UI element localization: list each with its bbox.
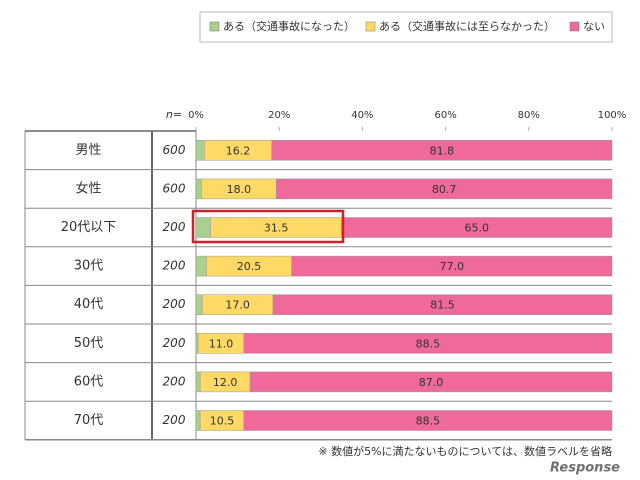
legend-swatch <box>209 21 220 32</box>
bar-segment <box>276 178 613 200</box>
bar-segment <box>195 255 207 277</box>
bar-segment <box>195 178 202 200</box>
bar-segment <box>243 333 613 354</box>
value-label: 65.0 <box>465 222 490 235</box>
value-label: 11.0 <box>209 337 234 350</box>
watermark: Response <box>550 461 620 476</box>
bar-segment <box>249 371 613 393</box>
n-value: 200 <box>163 259 186 273</box>
x-tick-label: 60% <box>434 110 456 121</box>
value-label: 31.5 <box>264 222 289 235</box>
value-label: 81.5 <box>430 299 455 312</box>
n-value: 200 <box>163 297 186 311</box>
x-tick-label: 80% <box>518 110 540 121</box>
n-value: 200 <box>163 336 186 350</box>
legend-label: ない <box>583 20 605 33</box>
bar-segment <box>195 217 211 238</box>
x-tick-label: 100% <box>598 110 627 121</box>
category-label: 女性 <box>75 180 101 196</box>
n-value: 600 <box>163 143 186 157</box>
bar-segment <box>195 333 199 354</box>
value-label: 12.0 <box>213 376 238 389</box>
legend-swatch <box>569 21 580 32</box>
value-label: 16.2 <box>226 144 251 157</box>
x-tick-label: 20% <box>268 110 290 121</box>
n-value: 200 <box>163 413 186 427</box>
value-label: 80.7 <box>432 183 457 196</box>
category-label: 70代 <box>74 413 104 428</box>
note: ※ 数値が5%に満たないものについては、数値ラベルを省略 <box>318 444 612 458</box>
category-label: 50代 <box>74 336 104 351</box>
value-label: 81.8 <box>430 144 455 157</box>
bar-segment <box>195 371 201 393</box>
bar-segment <box>243 410 613 431</box>
bar-segment <box>291 255 613 277</box>
value-label: 10.5 <box>210 415 235 428</box>
plot: ある（交通事故になった） ある（交通事故には至らなかった） ない 0% 20% 40% 60… <box>24 19 627 441</box>
value-label: 88.5 <box>416 415 441 428</box>
n-value: 600 <box>163 181 186 195</box>
bar-segment <box>195 140 205 161</box>
x-tick-label: 40% <box>351 110 373 121</box>
value-label: 17.0 <box>225 299 250 312</box>
bar-segment <box>271 140 613 161</box>
value-label: 88.5 <box>416 337 441 350</box>
value-label: 77.0 <box>440 260 465 273</box>
value-label: 20.5 <box>237 260 262 273</box>
category-label: 60代 <box>74 374 104 389</box>
category-label: 男性 <box>75 143 101 158</box>
bar-segment <box>341 217 613 238</box>
bar-segment <box>272 294 613 315</box>
value-label: 18.0 <box>227 183 252 196</box>
legend-swatch <box>365 21 376 32</box>
x-tick-label: 0% <box>188 110 204 121</box>
n-value: 200 <box>163 220 186 234</box>
legend-label: ある（交通事故には至らなかった） <box>379 19 555 33</box>
category-label: 20代以下 <box>61 220 117 235</box>
n-header: n= <box>166 108 182 121</box>
highlight-box <box>191 209 345 244</box>
bar-segment <box>195 410 201 431</box>
value-label: 87.0 <box>419 376 444 389</box>
legend-box <box>199 11 613 43</box>
legend-label: ある（交通事故になった） <box>223 19 355 33</box>
n-value: 200 <box>163 374 186 388</box>
bar-segment <box>195 294 203 315</box>
category-label: 30代 <box>74 259 104 274</box>
category-label: 40代 <box>74 297 104 312</box>
